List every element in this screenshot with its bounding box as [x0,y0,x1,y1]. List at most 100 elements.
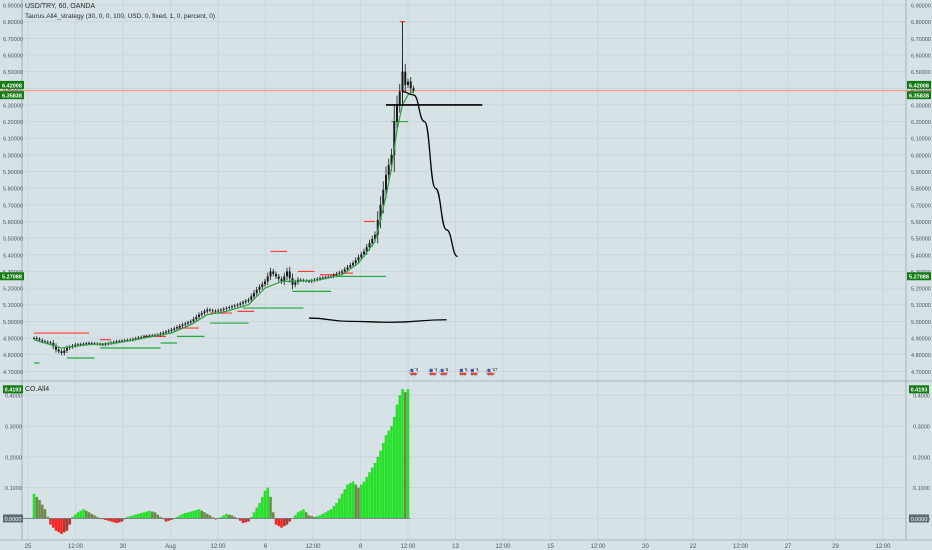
histogram-bar [343,489,347,519]
histogram-bar [214,518,217,520]
y-tick-label-left: 4.90000 [3,337,23,343]
y-tick-label-right: 6.90000 [911,3,931,9]
y-tick-label-right: 4.70000 [911,370,931,376]
candle-body [195,316,198,320]
candle-body [44,341,46,343]
osc-tick-label-right: 0.1000 [913,486,930,492]
histogram-bar [310,516,314,519]
candle-body [398,91,401,105]
price-label-left: 5.27088 [2,275,22,281]
histogram-bar [324,512,327,519]
candle-body [112,342,115,343]
candle-body [310,280,313,282]
osc-value-label-left: 0.4193 [5,388,22,394]
candle-body [247,299,250,301]
y-tick-label-left: 5.20000 [3,287,23,293]
histogram-bar [115,518,118,524]
candle-body [134,338,137,340]
symbol-title: USD/TRY, 60, OANDA [25,3,96,10]
histogram-bar [76,512,80,519]
candle-body [407,81,409,85]
candle-body [376,219,379,235]
histogram-bar [249,516,253,519]
candle-body [354,260,357,264]
histogram-bar [238,518,242,521]
histogram-bar [406,389,410,519]
histogram-bar [112,518,116,523]
event-flag-canton [471,369,474,372]
price-label-box-right [907,272,931,281]
y-tick-label-left: 5.40000 [3,253,23,259]
osc-zero-label-right: 0.0000 [911,517,928,523]
histogram-bar [197,509,201,519]
x-tick-label: 29 [832,544,839,550]
candle-body [272,271,275,274]
histogram-bar [398,395,402,519]
candle-body [404,71,407,85]
y-tick-label-left: 5.60000 [3,220,23,226]
histogram-bar [71,516,74,519]
x-tick-label: 8 [359,544,363,550]
candle-body [368,243,371,248]
candle-body [255,289,258,294]
histogram-bar [32,493,36,519]
histogram-bar [359,484,363,519]
histogram-bar [365,476,369,519]
histogram-bar [73,514,77,519]
candle-body [209,309,211,311]
candle-body [338,272,341,274]
candle-body [294,282,297,285]
histogram-bar [296,512,300,519]
y-tick-label-right: 6.30000 [911,103,931,109]
histogram-bar [269,496,272,519]
y-tick-label-right: 5.80000 [911,187,931,193]
histogram-bar [54,518,58,531]
histogram-bar [84,510,88,519]
y-tick-label-left: 6.30000 [3,103,23,109]
histogram-bar [153,512,157,519]
histogram-bar [205,513,209,519]
y-tick-label-right: 5.40000 [911,253,931,259]
histogram-bar [43,509,47,519]
histogram-bar [46,516,50,519]
candle-body [214,310,217,312]
histogram-bar [192,510,195,519]
candle-body [63,350,66,354]
histogram-bar [117,518,121,523]
candle-body [189,321,192,323]
y-tick-label-left: 6.20000 [3,120,23,126]
histogram-bar [65,518,69,531]
candle-body [269,271,272,277]
histogram-bar [285,518,289,525]
candle-body [327,276,330,278]
histogram-bar [277,518,281,527]
histogram-bar [370,467,374,519]
histogram-bar [156,514,160,519]
x-tick-label: 15 [547,544,554,550]
candle-body [115,341,118,343]
candle-body [371,238,374,244]
x-tick-label: 27 [785,544,792,550]
candle-body [346,267,349,270]
y-tick-label-left: 6.10000 [3,137,23,143]
osc-value-label-right: 0.4193 [911,388,928,394]
histogram-bar [373,463,377,519]
histogram-bar [335,503,338,519]
event-flag-canton [440,369,444,372]
histogram-bar [230,515,234,519]
histogram-bar [302,509,305,519]
y-tick-label-right: 6.20000 [911,120,931,126]
candle-body [165,331,167,333]
event-flag-stripe [487,372,494,375]
price-label-left: 6.35838 [2,94,22,100]
x-tick-label: 12:00 [875,544,891,550]
candle-body [173,328,176,330]
event-flag-stripe [440,372,447,375]
candle-body [412,88,415,91]
candle-body [382,189,385,205]
candle-body [151,335,154,337]
y-tick-label-right: 6.40000 [911,87,931,93]
candle-body [184,323,187,325]
candle-body [211,310,214,312]
